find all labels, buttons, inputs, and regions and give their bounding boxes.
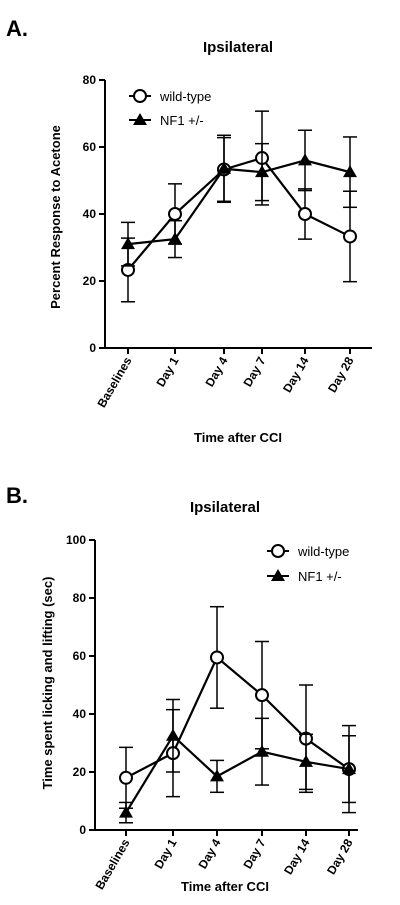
x-tick-label: Day 14	[280, 354, 312, 395]
data-point	[298, 207, 312, 221]
y-tick-label: 40	[73, 707, 87, 721]
x-axis-label: Time after CCI	[194, 430, 282, 445]
data-point	[255, 744, 269, 757]
y-tick-label: 60	[83, 140, 97, 154]
x-tick-label: Day 1	[153, 354, 181, 389]
y-axis-label: Percent Response to Acetone	[48, 125, 63, 309]
legend-label: NF1 +/-	[298, 569, 342, 584]
legend-label: wild-type	[297, 544, 349, 559]
panel-letter: A.	[6, 16, 28, 41]
legend-label: NF1 +/-	[160, 113, 204, 128]
y-tick-label: 80	[73, 591, 87, 605]
y-tick-label: 20	[73, 765, 87, 779]
legend-label: wild-type	[159, 89, 211, 104]
panel-a: A. Ipsilateral Percent Response to Aceto…	[6, 16, 372, 445]
data-point	[217, 161, 231, 174]
y-tick-label: 60	[73, 649, 87, 663]
x-tick-label: Baselines	[94, 354, 134, 410]
axes: 0 20 40 60 80 100 Baselines Day 1 Day 4 Day 7 Day …	[66, 533, 358, 892]
data-point	[210, 650, 224, 665]
data-point	[299, 754, 313, 767]
y-tick-label: 0	[89, 341, 96, 355]
y-tick-label: 0	[79, 823, 86, 837]
y-axis-label: Time spent licking and lifting (sec)	[40, 577, 55, 790]
x-axis-label: Time after CCI	[181, 879, 269, 894]
chart-title: Ipsilateral	[190, 499, 260, 516]
data-point	[298, 153, 312, 166]
legend-marker	[133, 113, 147, 125]
chart-title: Ipsilateral	[203, 39, 273, 56]
data-point	[255, 688, 269, 703]
y-tick-label: 80	[83, 73, 97, 87]
y-tick-label: 20	[83, 274, 97, 288]
data-point	[119, 770, 133, 785]
x-tick-label: Day 4	[195, 836, 223, 871]
plot-area	[121, 110, 357, 303]
panel-b: B. Ipsilateral Time spent licking and li…	[6, 483, 358, 894]
panel-letter: B.	[6, 483, 28, 508]
y-tick-label: 40	[83, 207, 97, 221]
data-point	[168, 207, 182, 221]
data-point	[343, 165, 357, 178]
data-point	[119, 805, 133, 818]
legend-marker	[271, 544, 285, 558]
legend: wild-type NF1 +/-	[129, 89, 211, 128]
data-point	[168, 232, 182, 245]
legend: wild-type NF1 +/-	[267, 544, 349, 584]
data-point	[166, 728, 180, 741]
series-line	[125, 734, 350, 814]
x-tick-label: Day 7	[240, 836, 268, 871]
data-point	[342, 762, 356, 775]
data-point	[255, 165, 269, 178]
data-point	[343, 229, 357, 244]
legend-marker	[271, 569, 285, 581]
series-line	[125, 655, 350, 779]
legend-marker	[133, 89, 147, 103]
plot-area	[119, 605, 356, 824]
data-point	[210, 769, 224, 782]
x-tick-label: Baselines	[92, 836, 132, 892]
x-tick-label: Day 14	[281, 836, 313, 877]
series-line	[127, 159, 351, 246]
x-tick-label: Day 28	[324, 836, 356, 877]
x-tick-label: Day 28	[325, 354, 357, 395]
x-tick-label: Day 7	[240, 354, 268, 389]
data-point	[121, 237, 135, 250]
x-tick-label: Day 4	[202, 354, 230, 389]
series-line	[127, 156, 351, 271]
x-tick-label: Day 1	[151, 836, 179, 871]
y-tick-label: 100	[66, 533, 86, 547]
